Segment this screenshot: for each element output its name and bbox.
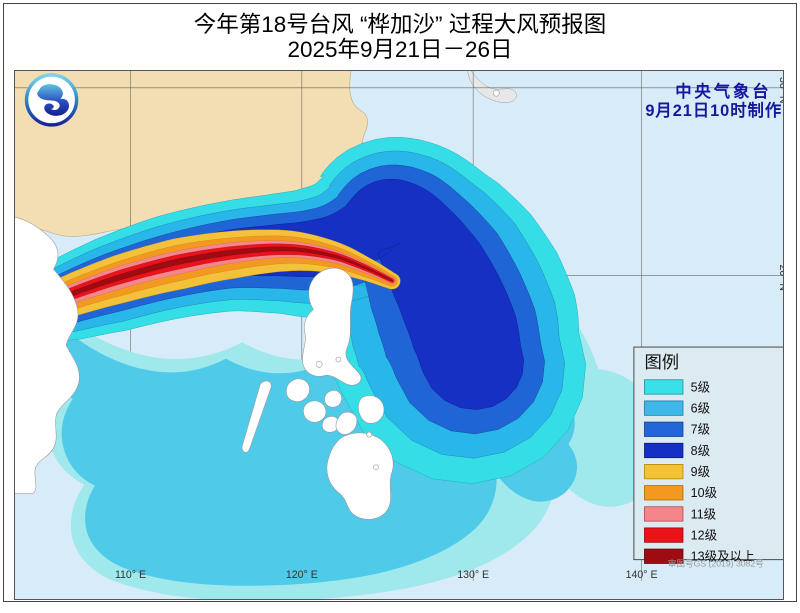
svg-text:130° E: 130° E xyxy=(457,569,489,581)
svg-text:12级: 12级 xyxy=(691,528,718,542)
svg-text:11级: 11级 xyxy=(691,507,717,521)
svg-text:140° E: 140° E xyxy=(626,569,658,581)
svg-text:8级: 8级 xyxy=(691,444,711,458)
svg-text:20° N: 20° N xyxy=(777,265,784,292)
svg-text:9级: 9级 xyxy=(691,465,711,479)
svg-text:6级: 6级 xyxy=(691,401,711,415)
svg-text:30° N: 30° N xyxy=(777,77,784,104)
svg-text:审图号GS (2019) 3082号: 审图号GS (2019) 3082号 xyxy=(668,557,764,568)
svg-text:10级: 10级 xyxy=(691,486,718,500)
svg-text:图例: 图例 xyxy=(644,352,679,372)
svg-text:5级: 5级 xyxy=(691,380,711,394)
svg-text:120° E: 120° E xyxy=(286,569,318,581)
svg-text:9月21日10时制作: 9月21日10时制作 xyxy=(645,101,782,120)
svg-text:110° E: 110° E xyxy=(115,569,146,581)
svg-text:7级: 7级 xyxy=(691,423,711,437)
svg-text:中央气象台: 中央气象台 xyxy=(675,82,771,101)
